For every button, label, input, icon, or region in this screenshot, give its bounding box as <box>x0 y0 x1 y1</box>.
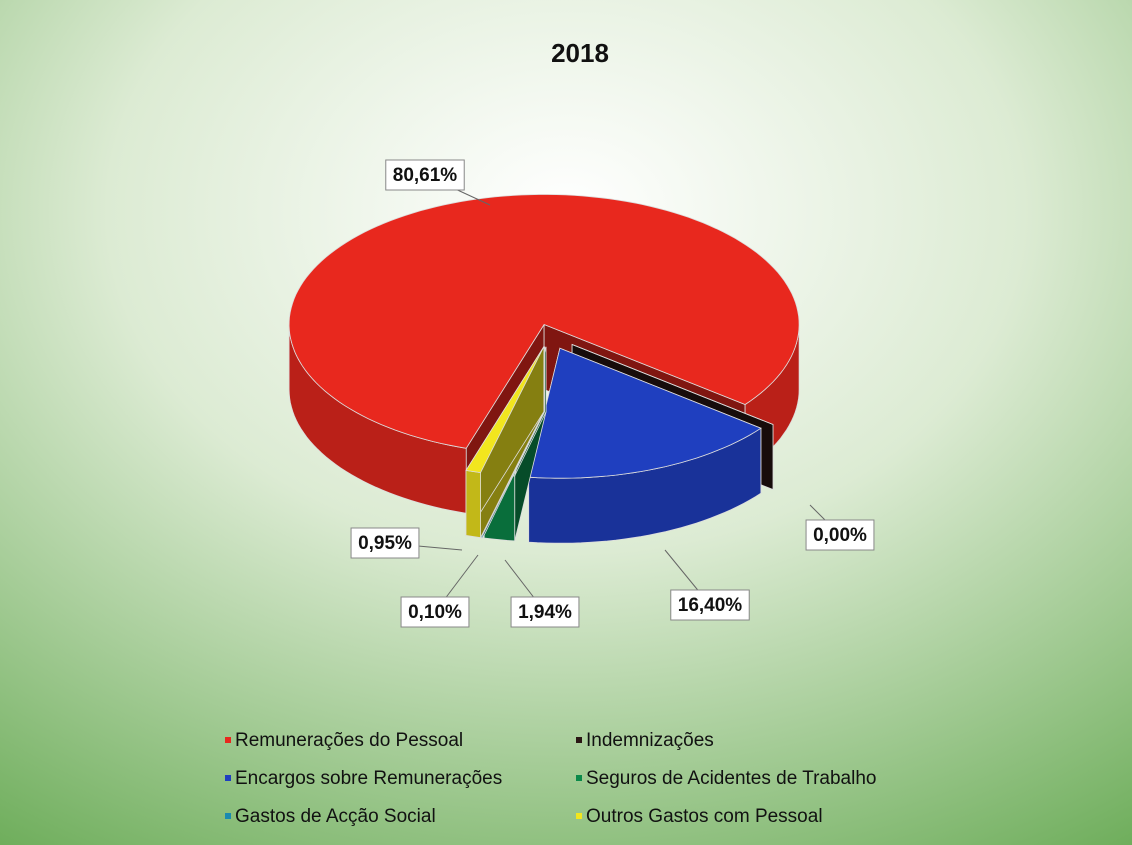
data-label: 0,00% <box>813 525 867 546</box>
slice-outer-wall <box>465 469 481 539</box>
legend-marker <box>576 813 582 819</box>
label-box <box>670 589 750 621</box>
data-label: 1,94% <box>518 602 572 623</box>
legend-marker <box>576 775 582 781</box>
legend-label: Remunerações do Pessoal <box>235 730 463 751</box>
label-box <box>385 159 465 191</box>
data-label: 0,95% <box>358 533 412 554</box>
pie-slice <box>528 347 762 544</box>
slice-top <box>528 347 762 479</box>
legend-marker <box>576 737 582 743</box>
legend-label: Seguros de Acidentes de Trabalho <box>586 768 876 789</box>
chart-title: 2018 <box>551 38 609 68</box>
legend-marker <box>225 813 231 819</box>
legend-label: Outros Gastos com Pessoal <box>586 806 823 827</box>
label-box <box>350 527 420 559</box>
legend-marker <box>225 737 231 743</box>
slice-top <box>288 194 800 449</box>
label-box <box>510 596 580 628</box>
label-box <box>805 519 875 551</box>
data-label: 0,10% <box>408 602 462 623</box>
legend-label: Gastos de Acção Social <box>235 806 436 827</box>
pie-slice <box>465 345 545 539</box>
data-label: 16,40% <box>678 595 743 616</box>
data-label: 80,61% <box>393 165 458 186</box>
label-box <box>400 596 470 628</box>
slice-top <box>465 346 545 474</box>
slice-top <box>571 344 774 425</box>
legend-label: Encargos sobre Remunerações <box>235 768 502 789</box>
legend-marker <box>225 775 231 781</box>
legend-label: Indemnizações <box>586 730 714 751</box>
